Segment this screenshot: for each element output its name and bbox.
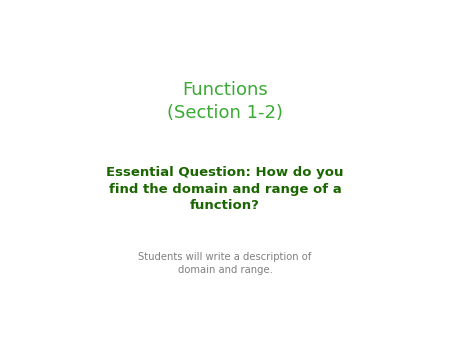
Text: Students will write a description of
domain and range.: Students will write a description of dom…	[138, 252, 312, 275]
Text: Essential Question: How do you
find the domain and range of a
function?: Essential Question: How do you find the …	[106, 166, 344, 212]
Text: Functions
(Section 1-2): Functions (Section 1-2)	[167, 80, 283, 122]
